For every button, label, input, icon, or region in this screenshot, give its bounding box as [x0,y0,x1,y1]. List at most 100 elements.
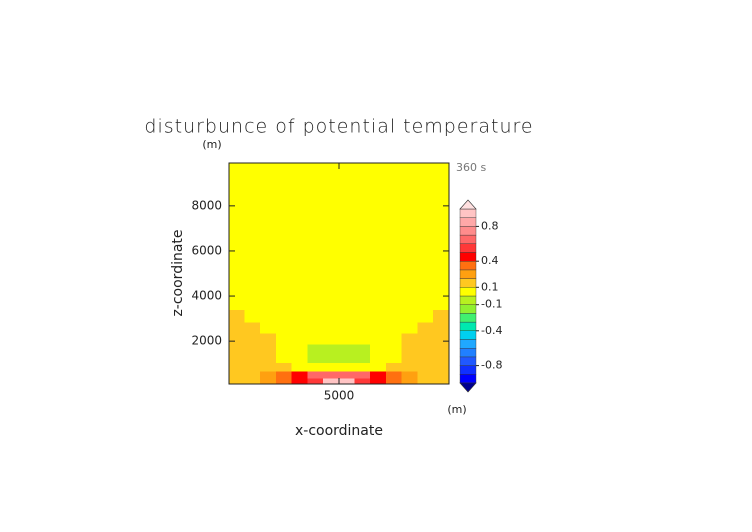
field-cell [244,362,261,372]
field-cell [260,309,277,323]
field-cell [385,248,403,274]
field-cell [291,162,308,192]
colorbar-band [459,278,477,288]
field-cell [307,309,324,323]
field-cell [354,309,371,323]
field-cell [244,343,261,354]
field-cell [370,273,387,295]
field-cell [228,309,246,323]
field-cell [307,378,324,385]
field-cell [354,321,371,334]
colorbar: 0.8 0.4 0.1 -0.1 -0.4 -0.8 [459,199,502,393]
field-cell [354,293,371,310]
field-cell [275,321,293,334]
field-cell [291,273,308,295]
y-unit: (m) [202,138,221,151]
field-cell [275,353,293,363]
field-cell [354,353,371,363]
field-cell [385,370,403,379]
colorbar-tick-label: 0.1 [481,280,499,293]
colorbar-extend-high [459,199,477,210]
field-cell [244,309,261,323]
x-unit: (m) [447,403,466,416]
colorbar-extend-low [459,382,477,393]
field-cell [307,353,324,363]
field-cell [260,248,277,274]
field-cell [322,309,340,323]
colorbar-band [459,348,477,358]
colorbar-band [459,304,477,314]
field-cell [338,343,356,354]
colorbar-band [459,365,477,375]
field-cell [275,190,293,221]
field-cell [370,321,387,334]
field-cell [307,248,324,274]
field-cell [275,273,293,295]
field-cell [370,309,387,323]
field-cell [307,332,324,345]
colorbar-band [459,269,477,279]
field-cell [385,273,403,295]
field-cell [275,362,293,372]
colorbar-band [459,252,477,262]
colorbar-band [459,339,477,349]
field-cell [228,162,246,192]
field-cell [417,293,434,310]
field-cell [338,162,356,192]
field-cell [260,273,277,295]
field-cell [338,332,356,345]
field-cell [432,332,450,345]
field-cell [432,248,450,274]
field-cell [432,220,450,249]
field-cell [370,190,387,221]
colorbar-band [459,234,477,245]
field-cell [370,378,387,385]
field-cell [338,248,356,274]
field-cell [401,370,418,379]
field-cell [260,362,277,372]
field-cell [307,162,324,192]
colorbar-band [459,217,477,227]
field-cell [244,378,261,385]
field-cell [228,332,246,345]
field-cell [401,353,418,363]
field-cell [260,321,277,334]
field-cell [322,248,340,274]
field-cell [260,162,277,192]
colorbar-tick-label: -0.4 [481,324,502,337]
field-cell [322,332,340,345]
colorbar-band [459,226,477,236]
field-cell [417,321,434,334]
colorbar-tick-label: -0.8 [481,359,502,372]
field-cell [260,370,277,379]
field-cell [307,362,324,372]
field-cell [417,343,434,354]
field-cell [338,273,356,295]
field-cell [275,332,293,345]
colorbar-tick-label: 0.8 [481,219,499,232]
field-cell [354,248,371,274]
field-cell [417,190,434,221]
field-cell [385,321,403,334]
field-cell [432,273,450,295]
field-cell [354,190,371,221]
y-tick-label: 6000 [191,243,222,257]
field-cell [401,321,418,334]
field-cell [244,248,261,274]
field-cell [354,370,371,379]
field-cell [228,248,246,274]
field-cell [370,343,387,354]
field-cell [260,220,277,249]
field-cell [322,370,340,379]
field-cell [338,353,356,363]
field-cell [228,362,246,372]
field-cell [244,162,261,192]
field-cell [385,362,403,372]
field-cell [260,190,277,221]
field-cell [417,353,434,363]
field-cell [385,332,403,345]
field-cell [244,332,261,345]
field-cell [244,321,261,334]
field-cell [275,162,293,192]
field-cell [385,353,403,363]
